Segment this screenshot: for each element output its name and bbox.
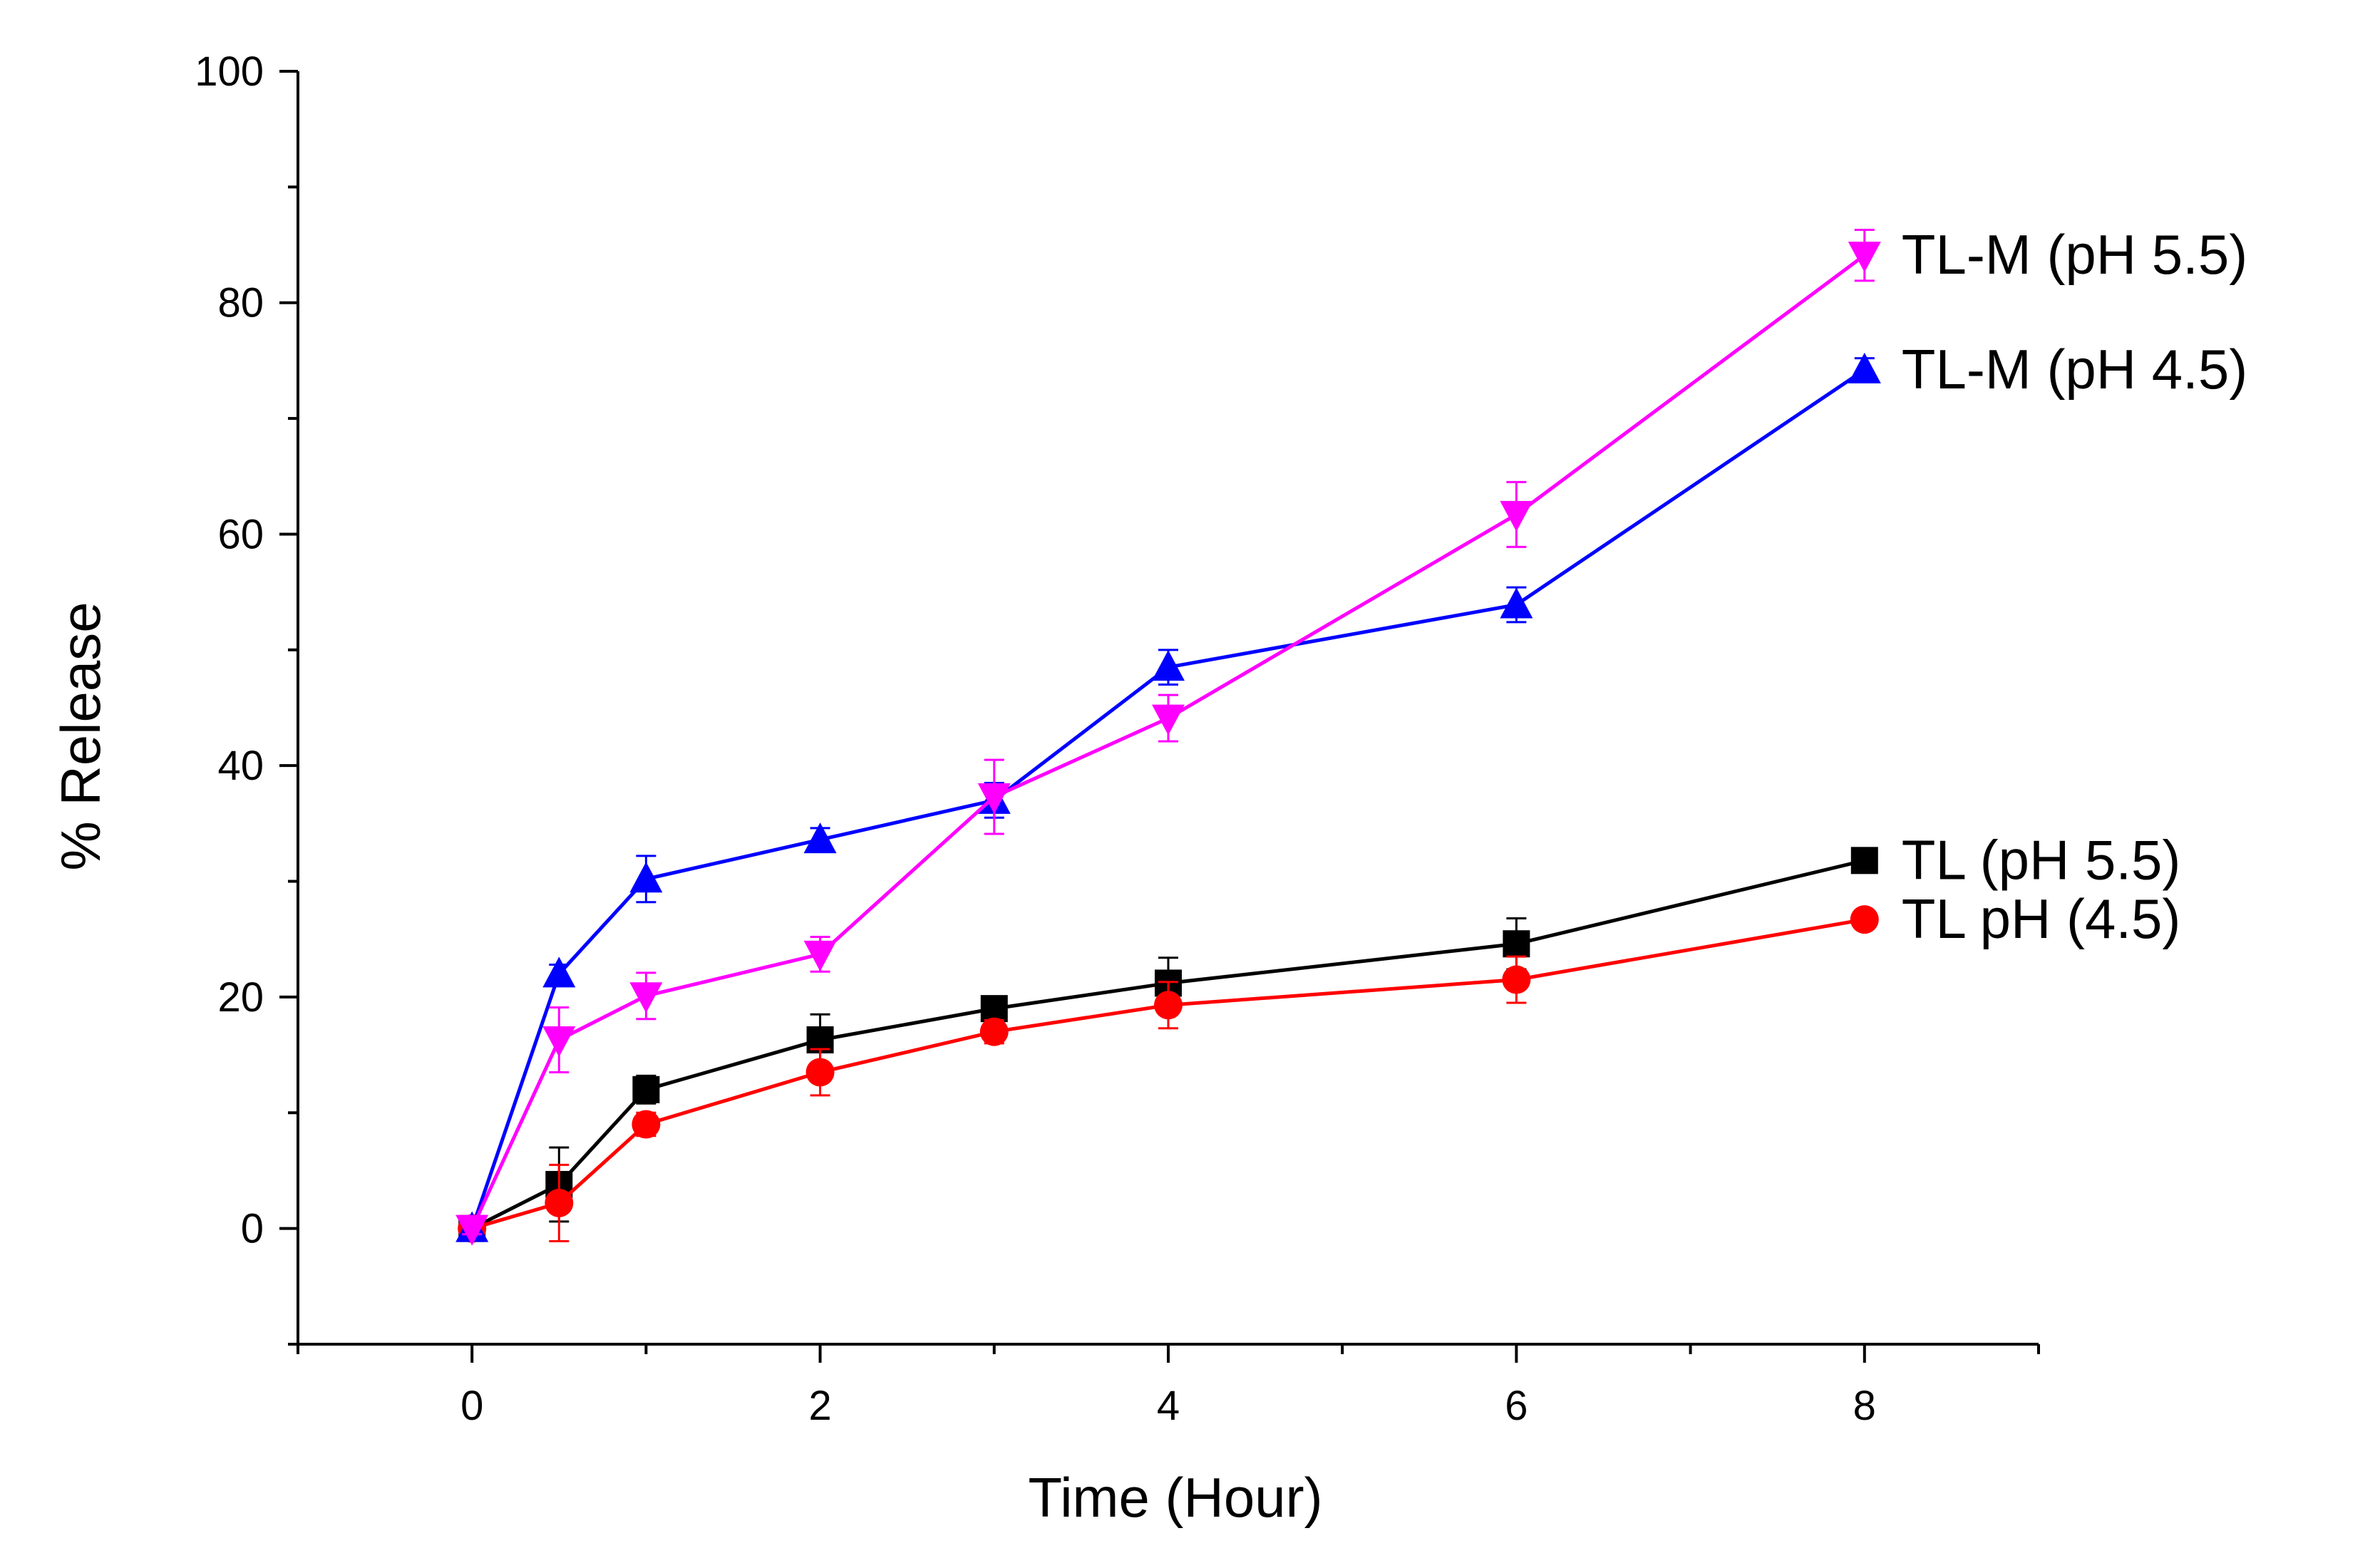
data-point [455, 1214, 489, 1246]
axes: 0 20 40 60 80 100 0 2 4 6 8 [195, 48, 2040, 1429]
data-point [1850, 905, 1879, 934]
data-point [1154, 991, 1183, 1020]
data-point [632, 1075, 660, 1103]
y-axis-title: % Release [49, 602, 112, 870]
data-point [629, 862, 663, 893]
series-label: TL-M (pH 4.5) [1902, 338, 2247, 401]
data-point [1152, 650, 1185, 681]
data-point [1503, 930, 1530, 958]
series-label: TL pH (4.5) [1902, 887, 2181, 950]
data-point [803, 822, 837, 854]
data-point [542, 1026, 576, 1057]
data-point [1502, 965, 1531, 994]
data-point [803, 940, 837, 971]
data-point [979, 1017, 1009, 1046]
y-tick-label: 20 [217, 974, 264, 1021]
data-point [1152, 704, 1185, 736]
series-line [471, 858, 1865, 1230]
series-line [470, 368, 1866, 1229]
series-label: TL (pH 5.5) [1902, 828, 2181, 891]
series-3 [455, 228, 1881, 1246]
x-tick-label: 6 [1505, 1383, 1528, 1429]
data-point [1848, 242, 1881, 273]
y-tick-label: 80 [217, 280, 264, 326]
x-tick-label: 8 [1853, 1383, 1876, 1429]
y-tick-label: 0 [241, 1206, 264, 1252]
series-2 [455, 352, 1881, 1242]
x-axis-title: Time (Hour) [1028, 1466, 1322, 1529]
data-point [1850, 847, 1878, 875]
x-tick-label: 4 [1157, 1383, 1180, 1429]
data-point [632, 1110, 661, 1139]
series-line [470, 254, 1866, 1229]
data-point [1500, 587, 1533, 619]
data-point [805, 1058, 835, 1087]
series-label: TL-M (pH 5.5) [1902, 223, 2247, 286]
series-line [471, 917, 1865, 1231]
y-tick-label: 100 [195, 48, 264, 95]
data-point [542, 956, 576, 988]
data-point [545, 1188, 574, 1217]
series-0 [458, 847, 1878, 1242]
y-tick-label: 60 [217, 511, 264, 557]
labels-layer: Time (Hour) % Release TL (pH 5.5)TL pH (4.… [49, 223, 2247, 1529]
data-point [1500, 500, 1533, 532]
data-point [977, 783, 1011, 815]
data-point [629, 982, 663, 1013]
x-tick-label: 0 [460, 1383, 483, 1429]
data-point [1848, 352, 1881, 383]
series-layer [455, 228, 1881, 1246]
x-tick-label: 2 [808, 1383, 831, 1429]
y-tick-label: 40 [217, 743, 264, 789]
series-1 [458, 905, 1879, 1243]
